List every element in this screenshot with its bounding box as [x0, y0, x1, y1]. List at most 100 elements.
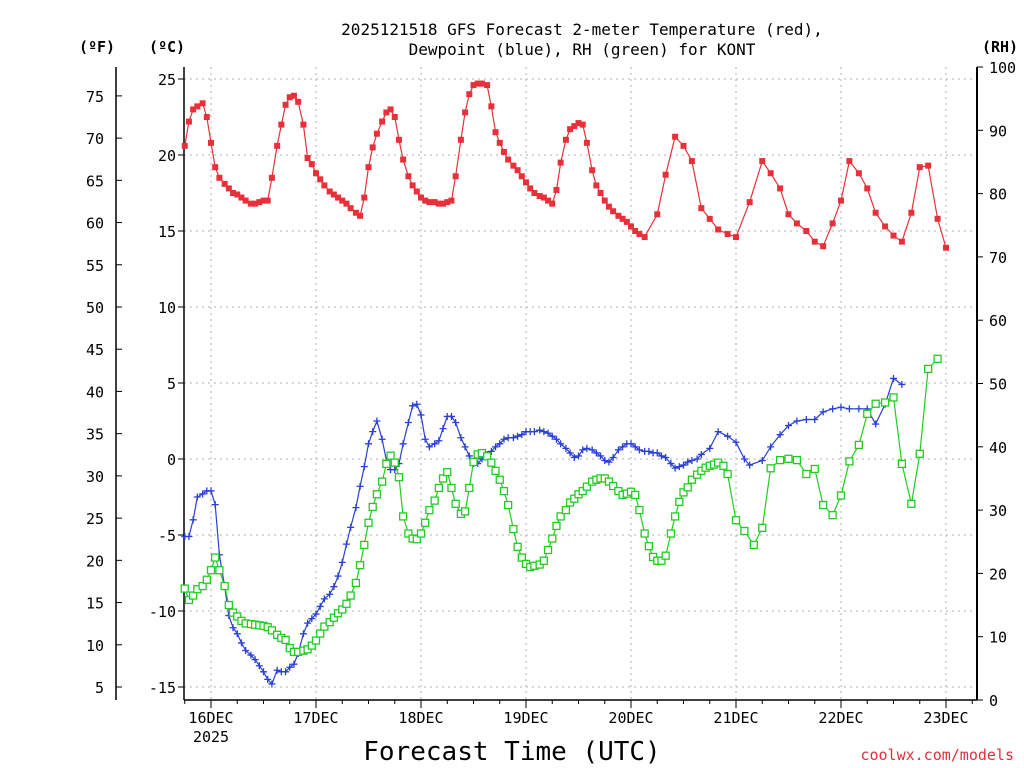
- fahrenheit-tick-label: 30: [86, 468, 104, 486]
- dewpoint-point: [338, 558, 346, 566]
- rh-tick-label: 100: [989, 59, 1016, 77]
- temperature-point: [185, 118, 192, 125]
- temperature-point: [413, 188, 420, 195]
- rh-point: [819, 500, 828, 510]
- dewpoint-point: [500, 435, 508, 443]
- dewpoint-line: [184, 377, 903, 686]
- dewpoint-point: [845, 405, 853, 413]
- temperature-point: [557, 159, 564, 166]
- rh-point: [631, 490, 640, 500]
- x-tick-label: 16DEC: [188, 709, 233, 727]
- temperature-point: [395, 136, 402, 143]
- dewpoint-point: [802, 415, 810, 423]
- rh-point: [404, 529, 413, 538]
- rh-point: [548, 534, 557, 543]
- dewpoint-point: [657, 452, 665, 460]
- dewpoint-point: [536, 426, 544, 434]
- temperature-point: [641, 234, 648, 241]
- fahrenheit-tick-label: 20: [86, 552, 104, 570]
- temperature-point: [610, 208, 617, 215]
- rh-point: [368, 502, 377, 512]
- rh-point: [740, 526, 749, 536]
- temperature-point: [846, 158, 853, 165]
- rh-point: [220, 581, 229, 591]
- temperature-point: [672, 133, 679, 140]
- temperature-point: [575, 120, 582, 127]
- dewpoint-point: [714, 428, 722, 436]
- dewpoint-point: [785, 422, 792, 430]
- dewpoint-point: [211, 501, 219, 509]
- temperature-point: [527, 185, 534, 192]
- rh-point: [224, 600, 234, 610]
- temperature-point: [531, 190, 538, 196]
- dewpoint-point: [461, 443, 469, 451]
- temperature-point: [212, 164, 219, 171]
- temperature-point: [680, 142, 687, 149]
- temperature-point: [632, 228, 639, 234]
- temperature-point: [882, 223, 889, 230]
- dewpoint-point: [308, 615, 316, 623]
- temperature-point: [662, 171, 669, 178]
- rh-point: [364, 518, 373, 527]
- rh-tick-label: 0: [989, 692, 998, 710]
- temperature-point: [274, 142, 281, 149]
- temperature-point: [492, 129, 499, 136]
- temperature-point: [383, 109, 390, 116]
- dewpoint-point: [409, 402, 417, 410]
- temperature-point: [474, 80, 481, 87]
- x-tick-label: 23DEC: [923, 709, 968, 727]
- rh-point: [398, 512, 408, 521]
- temperature-point: [619, 215, 626, 222]
- dewpoint-point: [439, 425, 447, 433]
- fahrenheit-tick-label: 45: [86, 341, 104, 359]
- rh-point: [582, 482, 592, 491]
- rh-point: [889, 393, 898, 402]
- temperature-point: [864, 185, 871, 192]
- dewpoint-point: [260, 668, 267, 676]
- temperature-point: [300, 121, 307, 128]
- rh-point: [184, 595, 194, 605]
- dewpoint-point: [255, 662, 263, 670]
- dewpoint-point: [316, 602, 324, 610]
- dewpoint-point: [334, 572, 342, 580]
- rh-point: [447, 483, 456, 493]
- dewpoint-point: [342, 540, 350, 548]
- rh-point: [267, 626, 277, 635]
- temperature-point: [181, 142, 188, 149]
- rh-point: [412, 535, 421, 544]
- celsius-tick-label: 10: [158, 299, 176, 317]
- dewpoint-point: [609, 453, 617, 461]
- rh-tick-label: 60: [989, 312, 1007, 330]
- dewpoint-point: [330, 583, 338, 591]
- temperature-point: [855, 170, 862, 177]
- celsius-tick-label: 25: [158, 71, 176, 89]
- rh-point: [211, 553, 220, 562]
- temperature-point: [361, 194, 368, 201]
- temperature-point: [829, 220, 836, 227]
- rh-point: [430, 496, 439, 505]
- dewpoint-point: [631, 443, 639, 451]
- temperature-point: [238, 194, 245, 201]
- dewpoint-point: [457, 434, 465, 442]
- temperature-point: [462, 109, 469, 116]
- fahrenheit-tick-label: 35: [86, 426, 104, 444]
- temperature-point: [422, 197, 429, 204]
- temperature-point: [199, 100, 206, 107]
- dewpoint-point: [662, 453, 670, 461]
- temperature-point: [339, 197, 346, 204]
- dewpoint-point: [793, 417, 801, 425]
- temperature-point: [523, 179, 529, 186]
- temperature-point: [373, 130, 380, 137]
- fahrenheit-tick-label: 5: [95, 679, 104, 697]
- temperature-point: [615, 212, 622, 219]
- temperature-point: [567, 126, 574, 133]
- series-temperature: [181, 80, 949, 251]
- temperature-point: [636, 231, 643, 238]
- rh-point: [425, 505, 434, 515]
- rh-point: [394, 473, 404, 482]
- temperature-point: [934, 215, 941, 222]
- dewpoint-point: [898, 381, 906, 389]
- rh-tick-label: 50: [989, 376, 1007, 394]
- temperature-point: [777, 185, 784, 192]
- series-dewpoint: [181, 374, 906, 688]
